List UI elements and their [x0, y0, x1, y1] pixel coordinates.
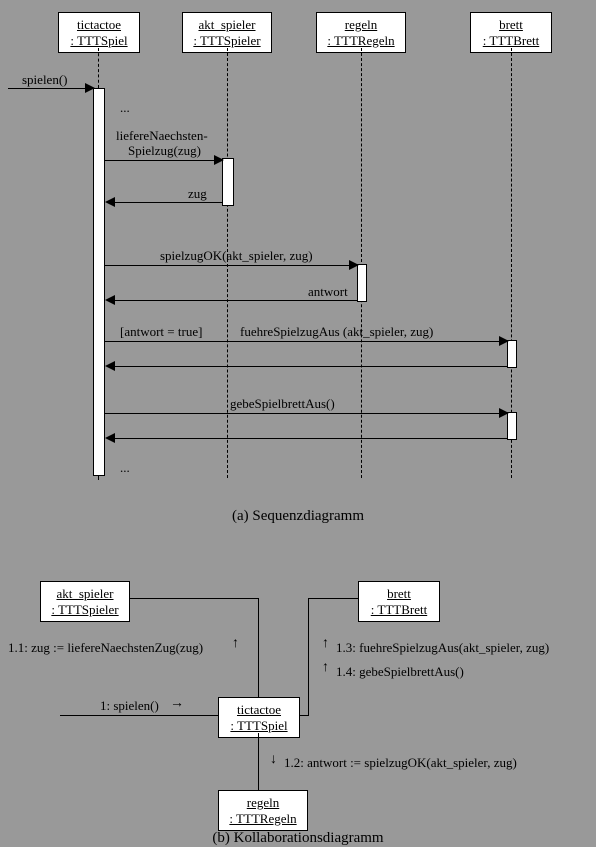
msg3-arrow	[105, 341, 507, 342]
c-obj-spieler: akt_spieler : TTTSpieler	[40, 581, 130, 622]
c-msg12-arrow: ↓	[270, 752, 277, 768]
collab-diagram: akt_spieler : TTTSpieler brett : TTTBret…	[0, 560, 596, 840]
c-msg13: 1.3: fuehreSpielzugAus(akt_spieler, zug)	[336, 640, 549, 656]
entry-arrow-head	[85, 83, 95, 93]
c-msg13-arrow: ↑	[322, 636, 329, 652]
obj-tictactoe: tictactoe : TTTSpiel	[58, 12, 140, 53]
obj-brett: brett : TTTBrett	[470, 12, 552, 53]
ret1-arrow	[112, 202, 222, 203]
ret2-arrow	[112, 300, 357, 301]
msg2-arrow-head	[349, 260, 359, 270]
line-spieler-h	[130, 598, 258, 599]
obj-spieler: akt_spieler : TTTSpieler	[182, 12, 272, 53]
obj-tictactoe-name: tictactoe	[77, 17, 121, 32]
c-msg14: 1.4: gebeSpielbrettAus()	[336, 664, 464, 680]
msg4-arrow-head	[499, 408, 509, 418]
c-msg12: 1.2: antwort := spielzugOK(akt_spieler, …	[284, 755, 517, 771]
c-obj-spiel-name: tictactoe	[237, 702, 281, 717]
ret1-label: zug	[188, 186, 207, 202]
msg4-arrow	[105, 413, 507, 414]
ret4-arrow	[112, 438, 507, 439]
collab-caption: (b) Kollaborationsdiagramm	[0, 830, 596, 847]
c-msg11: 1.1: zug := liefereNaechstenZug(zug)	[8, 640, 203, 656]
c-obj-brett: brett : TTTBrett	[358, 581, 440, 622]
msg1-arrow	[105, 160, 222, 161]
lifeline-tictactoe-2	[98, 476, 99, 480]
msg3-guard-label: [antwort = true]	[120, 324, 202, 340]
msg2-arrow	[105, 265, 357, 266]
c-msg14-arrow: ↑	[322, 660, 329, 676]
activation-main	[93, 88, 105, 476]
line-brett-h	[308, 598, 358, 599]
ret2-label: antwort	[308, 284, 348, 300]
lifeline-tictactoe	[98, 48, 99, 88]
obj-regeln-type: : TTTRegeln	[327, 33, 394, 48]
c-obj-brett-name: brett	[387, 586, 411, 601]
c-obj-brett-type: : TTTBrett	[371, 602, 427, 617]
dots-top: ...	[120, 100, 130, 116]
ret1-arrow-head	[105, 197, 115, 207]
c-msg1: 1: spielen()	[100, 698, 159, 714]
c-obj-spiel: tictactoe : TTTSpiel	[218, 697, 300, 738]
seq-caption: (a) Sequenzdiagramm	[0, 508, 596, 525]
line-regeln-v	[258, 733, 259, 790]
dots-bottom: ...	[120, 460, 130, 476]
c-obj-spieler-type: : TTTSpieler	[51, 602, 118, 617]
entry-msg-label: spielen()	[22, 72, 67, 88]
msg3-arrow-head	[499, 336, 509, 346]
c-obj-regeln: regeln : TTTRegeln	[218, 790, 308, 831]
c-msg1-arrow: →	[170, 696, 184, 712]
ret3-arrow	[112, 366, 507, 367]
obj-spieler-type: : TTTSpieler	[193, 33, 260, 48]
obj-regeln-name: regeln	[345, 17, 377, 32]
msg3-label: fuehreSpielzugAus (akt_spieler, zug)	[240, 324, 433, 340]
ret4-arrow-head	[105, 433, 115, 443]
c-obj-spieler-name: akt_spieler	[56, 586, 113, 601]
line-brett-v	[308, 598, 309, 715]
msg1-arrow-head	[214, 155, 224, 165]
c-msg11-arrow: ↑	[232, 636, 239, 652]
msg4-label: gebeSpielbrettAus()	[230, 396, 335, 412]
obj-spieler-name: akt_spieler	[198, 17, 255, 32]
msg1-label-a: liefereNaechsten-	[116, 128, 208, 144]
activation-spieler	[222, 158, 234, 206]
obj-regeln: regeln : TTTRegeln	[316, 12, 406, 53]
line-brett-h2	[300, 715, 309, 716]
c-obj-regeln-type: : TTTRegeln	[229, 811, 296, 826]
c-obj-regeln-name: regeln	[247, 795, 279, 810]
obj-tictactoe-type: : TTTSpiel	[70, 33, 127, 48]
ret2-arrow-head	[105, 295, 115, 305]
line-external	[60, 715, 218, 716]
ret3-arrow-head	[105, 361, 115, 371]
entry-arrow	[8, 88, 93, 89]
obj-brett-type: : TTTBrett	[483, 33, 539, 48]
c-obj-spiel-type: : TTTSpiel	[230, 718, 287, 733]
obj-brett-name: brett	[499, 17, 523, 32]
sequence-diagram: tictactoe : TTTSpiel akt_spieler : TTTSp…	[0, 0, 596, 520]
msg1-label-b: Spielzug(zug)	[128, 143, 201, 159]
msg2-label: spielzugOK(akt_spieler, zug)	[160, 248, 313, 264]
line-spiel-v-top	[258, 598, 259, 697]
